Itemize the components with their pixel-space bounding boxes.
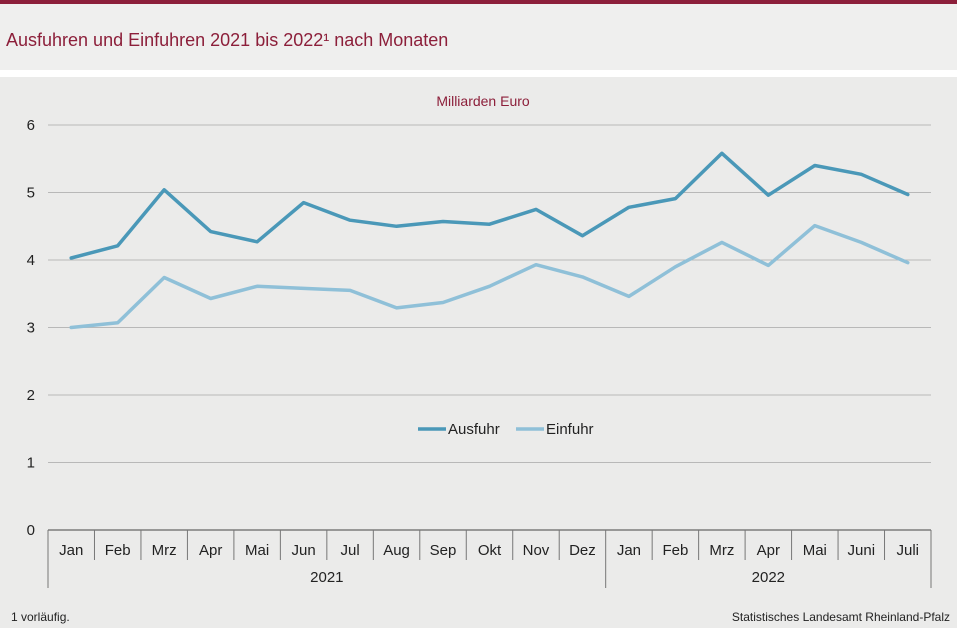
x-tick-label: Apr	[199, 542, 222, 559]
data-point	[906, 261, 909, 264]
data-point	[813, 164, 817, 167]
y-tick-label: 6	[27, 117, 35, 134]
legend: Ausfuhr Einfuhr	[418, 421, 594, 438]
data-point	[302, 201, 305, 204]
data-point	[209, 230, 212, 233]
data-point	[674, 265, 677, 268]
x-tick-label: Jan	[59, 542, 83, 559]
data-point	[441, 220, 445, 223]
x-tick-label: Juni	[848, 542, 876, 559]
data-point	[581, 275, 584, 279]
x-tick-label: Apr	[757, 542, 780, 559]
data-point	[162, 276, 166, 279]
year-label: 2021	[310, 569, 343, 586]
data-point	[720, 241, 724, 244]
data-point	[441, 301, 445, 304]
x-tick-label: Dez	[569, 542, 596, 559]
chart-area	[0, 77, 957, 628]
x-tick-label: Mai	[803, 542, 827, 559]
data-point	[255, 240, 259, 243]
data-point	[302, 287, 305, 290]
data-point	[627, 206, 631, 209]
y-tick-label: 1	[27, 455, 35, 472]
data-point	[534, 263, 538, 266]
data-point	[860, 241, 863, 244]
x-tick-label: Jun	[292, 542, 316, 559]
x-tick-label: Aug	[383, 542, 410, 559]
data-point	[116, 244, 119, 248]
data-point	[348, 218, 352, 222]
data-point	[860, 173, 863, 176]
legend-label-einfuhr: Einfuhr	[546, 421, 594, 438]
top-accent-bar	[0, 0, 957, 4]
y-tick-label: 2	[27, 387, 35, 404]
source-note: Statistisches Landesamt Rheinland-Pfalz	[731, 610, 950, 624]
grid-layer	[48, 124, 931, 463]
data-point	[70, 256, 73, 260]
y-tick-label: 4	[27, 252, 35, 269]
data-point	[674, 197, 677, 200]
x-tick-label: Okt	[478, 542, 502, 559]
footnote: 1 vorläufig.	[11, 610, 70, 624]
x-tick-label: Nov	[523, 542, 550, 559]
data-point	[162, 188, 166, 191]
chart-title: Ausfuhren und Einfuhren 2021 bis 2022¹ n…	[6, 30, 449, 50]
x-tick-label: Jul	[340, 542, 359, 559]
series-line-ausfuhr	[69, 151, 910, 260]
separator	[0, 70, 957, 77]
data-point	[720, 152, 724, 155]
year-label: 2022	[752, 569, 785, 586]
series-layer	[69, 151, 910, 330]
data-point	[395, 306, 398, 310]
x-tick-label: Feb	[105, 542, 131, 559]
data-point	[627, 295, 631, 298]
x-tick-label: Mai	[245, 542, 269, 559]
x-tick-label: Jan	[617, 542, 641, 559]
data-point	[209, 297, 212, 300]
axis-layer: 0 1 2 3 4 5 6 Jan Feb Mrz Apr Mai Jun Jul Aug Sep Okt Nov…	[27, 117, 932, 588]
data-point	[348, 289, 352, 292]
unit-label: Milliarden Euro	[436, 93, 530, 109]
x-tick-label: Sep	[430, 542, 457, 559]
data-point	[906, 193, 909, 196]
data-point	[70, 326, 73, 329]
x-tick-label: Mrz	[152, 542, 177, 559]
y-tick-label: 5	[27, 185, 35, 202]
data-point	[581, 234, 584, 237]
data-point	[534, 208, 538, 211]
data-point	[395, 225, 398, 228]
data-point	[767, 264, 770, 267]
x-tick-label: Feb	[662, 542, 688, 559]
y-tick-label: 0	[27, 522, 35, 539]
header: Ausfuhren und Einfuhren 2021 bis 2022¹ n…	[0, 4, 957, 70]
data-point	[488, 223, 491, 226]
data-point	[767, 194, 770, 197]
x-tick-label: Mrz	[709, 542, 734, 559]
data-point	[488, 285, 491, 288]
y-tick-label: 3	[27, 320, 35, 337]
data-point	[116, 321, 119, 324]
legend-label-ausfuhr: Ausfuhr	[448, 421, 500, 438]
x-tick-label: Juli	[897, 542, 920, 559]
data-point	[813, 224, 817, 227]
data-point	[255, 285, 259, 288]
series-line-einfuhr	[69, 223, 910, 330]
